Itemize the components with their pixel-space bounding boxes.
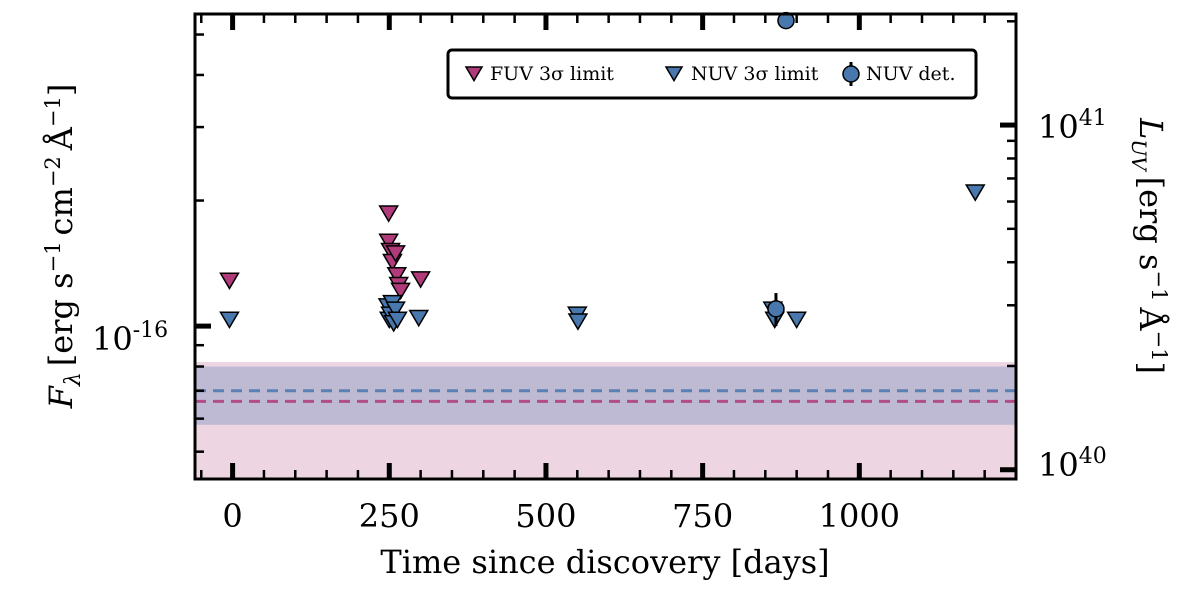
upper-limit-marker bbox=[219, 272, 240, 291]
upper-limit-marker bbox=[964, 184, 986, 202]
x-tick-label: 250 bbox=[359, 497, 420, 535]
legend-label-fuv: FUV 3σ limit bbox=[490, 63, 614, 85]
x-tick-label: 0 bbox=[222, 497, 242, 535]
y-tick-label-left: 10-16 bbox=[92, 318, 168, 358]
upper-limit-marker bbox=[408, 309, 430, 328]
x-tick-label: 500 bbox=[515, 497, 576, 535]
upper-limit-marker bbox=[786, 311, 807, 330]
legend-detection-marker bbox=[842, 65, 860, 83]
data-points bbox=[219, 11, 986, 333]
x-tick-label: 1000 bbox=[819, 497, 900, 535]
upper-limit-marker bbox=[378, 233, 399, 251]
upper-limit-marker bbox=[385, 245, 406, 263]
legend-label-nuv-det: NUV det. bbox=[866, 63, 955, 85]
upper-limit-marker bbox=[464, 66, 484, 83]
upper-limit-marker bbox=[378, 205, 399, 223]
legend-label-nuv-limit: NUV 3σ limit bbox=[691, 63, 819, 85]
upper-limit-marker bbox=[386, 266, 408, 285]
upper-limit-marker bbox=[390, 282, 411, 301]
legend-markers bbox=[464, 62, 860, 86]
y2-tick-label-1e41: 1041 bbox=[1038, 106, 1107, 146]
x-tick-label: 750 bbox=[672, 497, 733, 535]
x-tick-labels: 0 250 500 750 1000 bbox=[222, 497, 900, 535]
y2-tick-label-1e40: 1040 bbox=[1038, 444, 1107, 484]
upper-limit-marker bbox=[387, 311, 408, 330]
y2-axis-label: LUV[erg s−1Å−1] bbox=[1127, 117, 1171, 374]
plot-frame bbox=[193, 12, 1018, 481]
upper-limit-marker bbox=[385, 301, 406, 319]
detection-marker bbox=[767, 300, 785, 318]
upper-limit-marker bbox=[410, 271, 431, 289]
upper-limit-marker bbox=[664, 66, 684, 83]
axis-ticks bbox=[195, 14, 1016, 479]
upper-limit-marker bbox=[219, 311, 240, 330]
upper-limit-marker bbox=[567, 313, 589, 331]
limit-band bbox=[195, 366, 1016, 425]
y-axis-label: Fλ[erg s−1cm−2Å−1] bbox=[41, 84, 86, 410]
flux-limit-bands bbox=[195, 362, 1016, 479]
legend-box bbox=[446, 48, 978, 100]
x-axis-label: Time since discovery [days] bbox=[380, 543, 829, 581]
legend: FUV 3σ limit NUV 3σ limit NUV det. bbox=[446, 48, 978, 100]
